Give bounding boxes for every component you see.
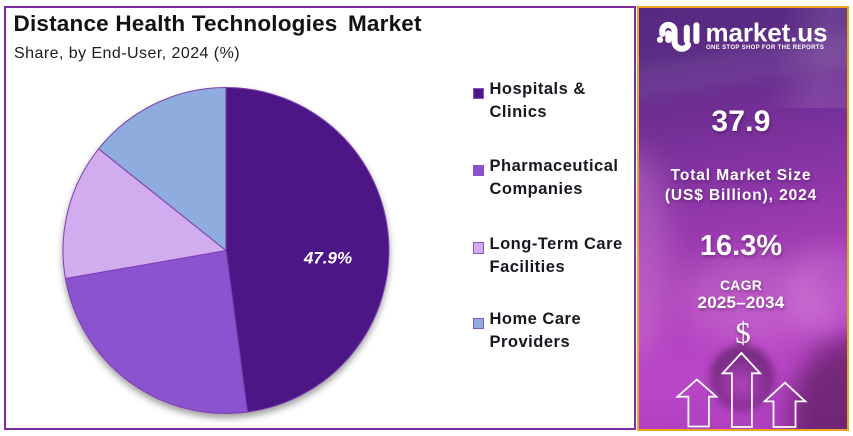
svg-text:market.us: market.us xyxy=(706,18,828,48)
svg-text:47.9%: 47.9% xyxy=(303,249,352,268)
svg-text:ONE STOP SHOP FOR THE REPORTS: ONE STOP SHOP FOR THE REPORTS xyxy=(706,45,824,51)
